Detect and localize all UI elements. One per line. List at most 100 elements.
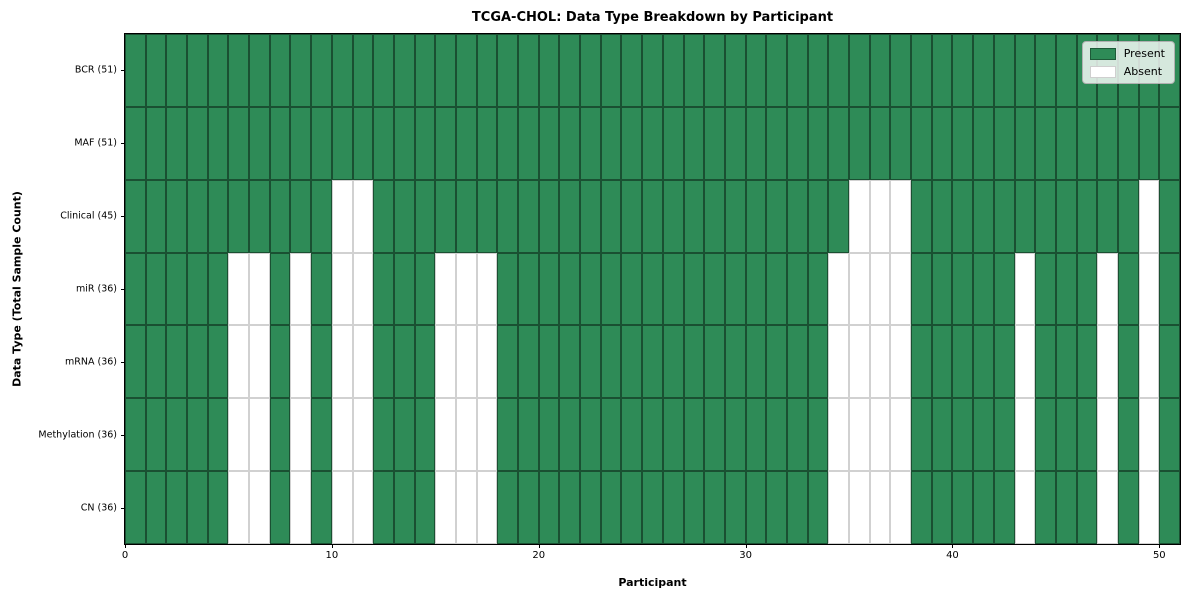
- cell-Clinical-p30: [745, 179, 767, 253]
- cell-CN-p7: [269, 471, 291, 544]
- legend-label-present: Present: [1123, 47, 1165, 60]
- cell-BCR-p32: [786, 34, 808, 107]
- legend-entry-present: Present: [1089, 47, 1165, 60]
- cell-CN-p30: [745, 471, 767, 544]
- cell-Clinical-p47: [1097, 179, 1118, 253]
- cell-CN-p41: [973, 471, 994, 544]
- cell-Clinical-p49: [1138, 179, 1160, 253]
- cell-MAF-p20: [538, 106, 560, 180]
- y-tick-label-Methylation: Methylation (36): [38, 429, 117, 441]
- cell-Clinical-p29: [724, 179, 746, 253]
- y-tick-label-mRNA: mRNA (36): [65, 356, 117, 368]
- cell-Methylation-p33: [807, 398, 829, 472]
- cell-MAF-p2: [166, 106, 188, 180]
- cell-BCR-p0: [125, 34, 146, 107]
- cell-MAF-p45: [1055, 106, 1077, 180]
- cell-BCR-p33: [807, 34, 829, 107]
- cell-BCR-p24: [621, 34, 643, 107]
- absent-swatch-icon: [1089, 65, 1116, 78]
- cell-MAF-p29: [724, 106, 746, 180]
- cell-BCR-p10: [331, 34, 353, 107]
- cell-Methylation-p15: [435, 398, 456, 472]
- cell-MAF-p42: [993, 106, 1015, 180]
- y-tick-mark-Methylation: [121, 434, 125, 436]
- cell-mRNA-p16: [455, 325, 477, 399]
- cell-BCR-p40: [952, 34, 974, 107]
- cell-miR-p12: [373, 252, 394, 326]
- cell-CN-p21: [559, 471, 581, 544]
- cell-Clinical-p11: [352, 179, 374, 253]
- cell-MAF-p39: [931, 106, 953, 180]
- legend-label-absent: Absent: [1123, 65, 1163, 78]
- legend: Present Absent: [1081, 41, 1175, 84]
- x-tick-label-20: 20: [532, 550, 546, 561]
- cell-miR-p29: [724, 252, 746, 326]
- cell-BCR-p29: [724, 34, 746, 107]
- cell-Methylation-p7: [269, 398, 291, 472]
- cell-BCR-p44: [1035, 34, 1056, 107]
- cell-BCR-p2: [166, 34, 188, 107]
- cell-Methylation-p0: [125, 398, 146, 472]
- cell-miR-p7: [269, 252, 291, 326]
- cell-Methylation-p10: [331, 398, 353, 472]
- cell-CN-p24: [621, 471, 643, 544]
- cell-mRNA-p44: [1035, 325, 1056, 399]
- cell-Clinical-p21: [559, 179, 581, 253]
- cell-BCR-p13: [393, 34, 415, 107]
- cell-Clinical-p16: [455, 179, 477, 253]
- cell-Clinical-p38: [911, 179, 932, 253]
- cell-CN-p40: [952, 471, 974, 544]
- cell-CN-p18: [497, 471, 519, 544]
- cell-MAF-p43: [1014, 106, 1036, 180]
- cell-Clinical-p35: [849, 179, 870, 253]
- cell-Clinical-p14: [414, 179, 436, 253]
- cell-CN-p32: [786, 471, 808, 544]
- cell-Methylation-p35: [849, 398, 870, 472]
- cell-mRNA-p47: [1097, 325, 1118, 399]
- cell-miR-p32: [786, 252, 808, 326]
- cell-mRNA-p33: [807, 325, 829, 399]
- cell-Clinical-p12: [373, 179, 394, 253]
- cell-miR-p37: [890, 252, 912, 326]
- y-tick-mark-mRNA: [121, 361, 125, 363]
- cell-mRNA-p11: [352, 325, 374, 399]
- cell-miR-p16: [455, 252, 477, 326]
- cell-mRNA-p25: [642, 325, 663, 399]
- cell-Clinical-p34: [828, 179, 850, 253]
- cell-BCR-p19: [518, 34, 539, 107]
- cell-CN-p1: [145, 471, 167, 544]
- cell-Methylation-p21: [559, 398, 581, 472]
- cell-BCR-p30: [745, 34, 767, 107]
- cell-CN-p27: [683, 471, 705, 544]
- cell-Methylation-p36: [869, 398, 891, 472]
- cell-Methylation-p49: [1138, 398, 1160, 472]
- cell-mRNA-p2: [166, 325, 188, 399]
- cell-Clinical-p17: [476, 179, 498, 253]
- cell-Clinical-p2: [166, 179, 188, 253]
- cell-BCR-p23: [600, 34, 622, 107]
- cell-MAF-p40: [952, 106, 974, 180]
- cell-MAF-p23: [600, 106, 622, 180]
- cell-Methylation-p43: [1014, 398, 1036, 472]
- cell-Clinical-p31: [766, 179, 787, 253]
- cell-CN-p47: [1097, 471, 1118, 544]
- cell-miR-p39: [931, 252, 953, 326]
- cell-Clinical-p44: [1035, 179, 1056, 253]
- cell-CN-p0: [125, 471, 146, 544]
- cell-CN-p46: [1076, 471, 1098, 544]
- y-tick-label-Clinical: Clinical (45): [60, 210, 117, 222]
- cell-BCR-p16: [455, 34, 477, 107]
- cell-MAF-p22: [580, 106, 601, 180]
- y-tick-label-BCR: BCR (51): [74, 64, 117, 76]
- cell-mRNA-p0: [125, 325, 146, 399]
- cell-CN-p12: [373, 471, 394, 544]
- cell-CN-p16: [455, 471, 477, 544]
- cell-mRNA-p38: [911, 325, 932, 399]
- cell-miR-p22: [580, 252, 601, 326]
- cell-Methylation-p1: [145, 398, 167, 472]
- cell-CN-p17: [476, 471, 498, 544]
- cell-miR-p21: [559, 252, 581, 326]
- cell-BCR-p25: [642, 34, 663, 107]
- cell-Methylation-p50: [1159, 398, 1180, 472]
- cell-Clinical-p32: [786, 179, 808, 253]
